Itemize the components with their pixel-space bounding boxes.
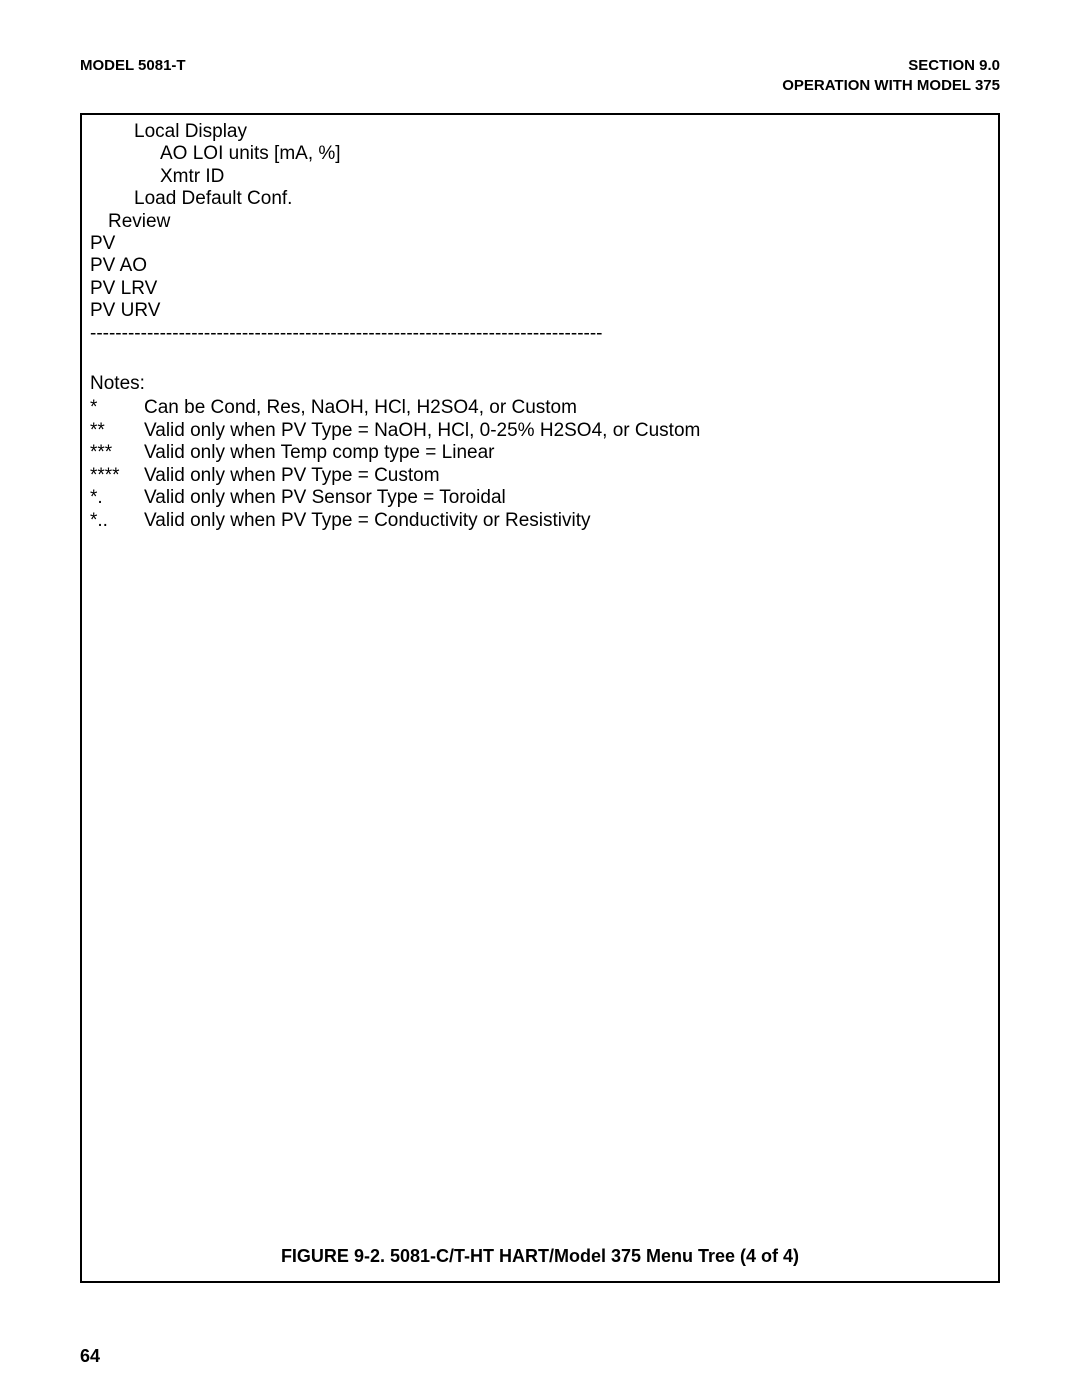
note-text: Can be Cond, Res, NaOH, HCl, H2SO4, or C…: [144, 397, 990, 419]
document-page: MODEL 5081-T SECTION 9.0 OPERATION WITH …: [0, 0, 1080, 1397]
notes-block: Notes: *Can be Cond, Res, NaOH, HCl, H2S…: [90, 373, 990, 532]
header-left-model: MODEL 5081-T: [80, 56, 186, 76]
note-row: ****Valid only when PV Type = Custom: [90, 465, 990, 487]
notes-title: Notes:: [90, 373, 990, 395]
note-row: ***Valid only when Temp comp type = Line…: [90, 442, 990, 464]
notes-list: *Can be Cond, Res, NaOH, HCl, H2SO4, or …: [90, 397, 990, 531]
content-box: Local DisplayAO LOI units [mA, %]Xmtr ID…: [80, 113, 1000, 1283]
note-text: Valid only when PV Type = Custom: [144, 465, 990, 487]
menu-line: AO LOI units [mA, %]: [90, 143, 990, 165]
note-symbol: ****: [90, 465, 144, 487]
note-text: Valid only when PV Type = Conductivity o…: [144, 510, 990, 532]
menu-line: PV AO: [90, 255, 990, 277]
note-row: *..Valid only when PV Type = Conductivit…: [90, 510, 990, 532]
note-symbol: *.: [90, 487, 144, 509]
menu-line: Load Default Conf.: [90, 188, 990, 210]
menu-line: PV: [90, 233, 990, 255]
header-subtitle: OPERATION WITH MODEL 375: [782, 76, 1000, 96]
menu-line: PV URV: [90, 300, 990, 322]
note-text: Valid only when PV Sensor Type = Toroida…: [144, 487, 990, 509]
page-number: 64: [80, 1346, 100, 1367]
figure-caption: FIGURE 9-2. 5081-C/T-HT HART/Model 375 M…: [82, 1246, 998, 1267]
note-row: *.Valid only when PV Sensor Type = Toroi…: [90, 487, 990, 509]
note-symbol: *..: [90, 510, 144, 532]
header-right: SECTION 9.0 OPERATION WITH MODEL 375: [782, 56, 1000, 95]
page-header: MODEL 5081-T SECTION 9.0 OPERATION WITH …: [80, 56, 1000, 95]
header-section: SECTION 9.0: [782, 56, 1000, 76]
note-symbol: *: [90, 397, 144, 419]
note-symbol: **: [90, 420, 144, 442]
menu-line: Xmtr ID: [90, 166, 990, 188]
note-row: **Valid only when PV Type = NaOH, HCl, 0…: [90, 420, 990, 442]
menu-line: Local Display: [90, 121, 990, 143]
note-symbol: ***: [90, 442, 144, 464]
note-row: *Can be Cond, Res, NaOH, HCl, H2SO4, or …: [90, 397, 990, 419]
menu-line: PV LRV: [90, 278, 990, 300]
note-text: Valid only when Temp comp type = Linear: [144, 442, 990, 464]
menu-line: Review: [90, 211, 990, 233]
divider-line: ----------------------------------------…: [90, 323, 990, 345]
menu-tree: Local DisplayAO LOI units [mA, %]Xmtr ID…: [90, 121, 990, 323]
note-text: Valid only when PV Type = NaOH, HCl, 0-2…: [144, 420, 990, 442]
